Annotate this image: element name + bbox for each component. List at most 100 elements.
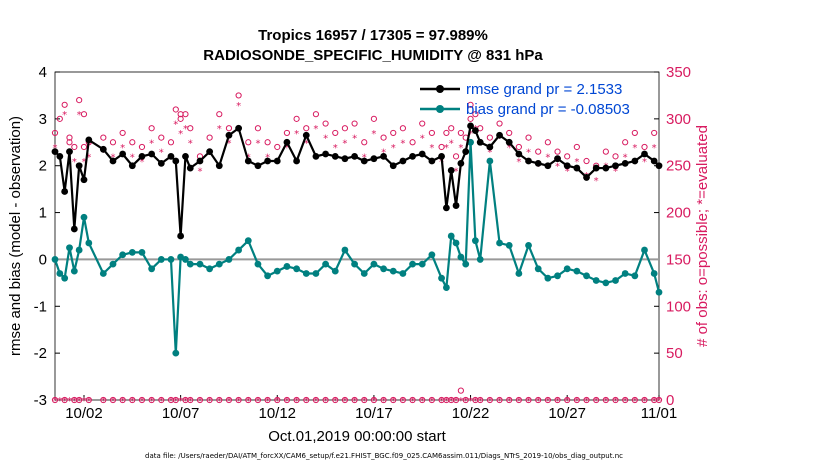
bias-point-60 (544, 274, 552, 282)
rmse-point-62 (563, 162, 571, 170)
obs-evaluated-low-8: * (101, 396, 106, 407)
bias-point-44 (428, 251, 436, 259)
x-tick-label-0: 10/02 (65, 405, 103, 422)
obs-evaluated-43: * (429, 143, 434, 154)
legend-bias-label: bias grand pr = -0.08503 (466, 101, 630, 118)
bias-point-16 (172, 349, 180, 357)
rmse-point-61 (554, 155, 561, 163)
rmse-point-40 (389, 162, 397, 170)
bias-point-48 (452, 239, 460, 247)
rmse-point-25 (244, 157, 252, 165)
obs-possible-low-38 (370, 396, 378, 404)
obs-possible-low-65 (593, 396, 600, 404)
bias-point-32 (312, 270, 320, 277)
obs-possible-low-37 (361, 396, 368, 404)
bias-point-28 (273, 267, 281, 275)
obs-possible-15 (172, 106, 179, 113)
obs-evaluated-19: * (197, 166, 202, 177)
rmse-series (51, 122, 663, 240)
obs-evaluated-low-50: * (463, 396, 468, 407)
obs-evaluated-62: * (574, 157, 579, 168)
obs-possible-67 (622, 139, 629, 146)
obs-possible-35 (351, 120, 358, 127)
rmse-point-34 (331, 152, 339, 160)
bias-point-20 (196, 260, 204, 268)
rmse-point-18 (182, 152, 189, 160)
rmse-point-5 (75, 162, 83, 170)
chart-title-line2: RADIOSONDE_SPECIFIC_HUMIDITY @ 831 hPa (203, 47, 543, 64)
obs-evaluated-12: * (149, 138, 154, 149)
obs-evaluated-48: * (458, 143, 463, 154)
y-right-tick-label-5: 250 (666, 158, 691, 175)
bias-point-31 (302, 270, 310, 277)
rmse-point-9 (109, 157, 117, 165)
obs-possible-40 (399, 125, 407, 132)
bias-point-5 (75, 246, 83, 254)
obs-possible-36 (361, 139, 368, 146)
obs-evaluated-low-72: * (657, 396, 662, 407)
obs-evaluated-low-29: * (284, 396, 289, 407)
obs-evaluated-low-23: * (226, 396, 231, 407)
obs-evaluated-70: * (652, 143, 657, 154)
obs-evaluated-low-57: * (516, 396, 521, 407)
obs-possible-3 (71, 143, 78, 151)
obs-possible-low-33 (322, 396, 329, 404)
obs-possible-low-51 (467, 101, 474, 108)
bias-point-35 (341, 246, 349, 254)
obs-evaluated-50: * (468, 129, 473, 140)
obs-count-layer: * * * * * * * * * * * * * * * * * * * * * * * * * * * * * * * * * * * * * * * *… (51, 92, 663, 407)
rmse-point-4 (70, 225, 78, 233)
obs-evaluated-low-12: * (139, 396, 144, 407)
bias-point-41 (399, 270, 407, 277)
obs-possible-20 (206, 134, 213, 141)
obs-evaluated-25: * (255, 138, 260, 149)
rmse-point-71 (650, 157, 658, 165)
obs-possible-21 (216, 111, 223, 118)
legend-rmse-label: rmse grand pr = 2.1533 (466, 81, 622, 98)
rmse-point-7 (85, 136, 93, 144)
obs-possible-11 (138, 143, 146, 151)
rmse-point-37 (360, 157, 368, 165)
obs-evaluated-low-17: * (178, 396, 183, 407)
obs-possible-low-68 (622, 396, 629, 404)
obs-possible-32 (322, 120, 329, 127)
obs-evaluated-13: * (159, 148, 164, 159)
obs-possible-55 (506, 129, 513, 137)
obs-possible-low-2 (61, 396, 68, 404)
rmse-point-36 (351, 152, 358, 160)
obs-evaluated-59: * (545, 152, 550, 163)
obs-possible-51 (472, 111, 479, 118)
rmse-point-35 (341, 155, 349, 163)
rmse-point-15 (167, 152, 175, 160)
rmse-point-65 (592, 164, 600, 172)
y-left-tick-label-1: -2 (34, 345, 47, 362)
obs-possible-9 (119, 129, 126, 137)
x-tick-label-4: 10/22 (452, 405, 490, 422)
obs-possible-17 (182, 111, 189, 118)
rmse-point-2 (61, 188, 69, 195)
obs-possible-46 (448, 125, 455, 132)
obs-evaluated-low-16: * (173, 396, 178, 407)
obs-possible-low-72 (655, 396, 663, 404)
bias-point-36 (351, 260, 358, 268)
rmse-point-23 (225, 131, 233, 139)
obs-evaluated-low-52: * (473, 396, 478, 407)
plot-area (54, 71, 660, 401)
bias-point-34 (331, 267, 339, 275)
obs-possible-low-25 (245, 396, 252, 404)
obs-evaluated-45: * (444, 143, 449, 154)
rmse-point-64 (583, 174, 590, 181)
rmse-point-14 (157, 159, 165, 167)
obs-possible-69 (641, 143, 648, 151)
y-right-tick-label-6: 300 (666, 111, 691, 128)
obs-evaluated-low-45: * (439, 396, 444, 407)
bias-point-63 (573, 267, 581, 275)
obs-evaluated-low-44: * (429, 396, 434, 407)
rmse-point-68 (621, 159, 629, 167)
obs-possible-low-53 (477, 396, 484, 404)
obs-evaluated-low-70: * (642, 396, 647, 407)
obs-evaluated-low-38: * (371, 396, 376, 407)
obs-possible-low-41 (399, 396, 407, 404)
rmse-point-42 (409, 152, 416, 160)
